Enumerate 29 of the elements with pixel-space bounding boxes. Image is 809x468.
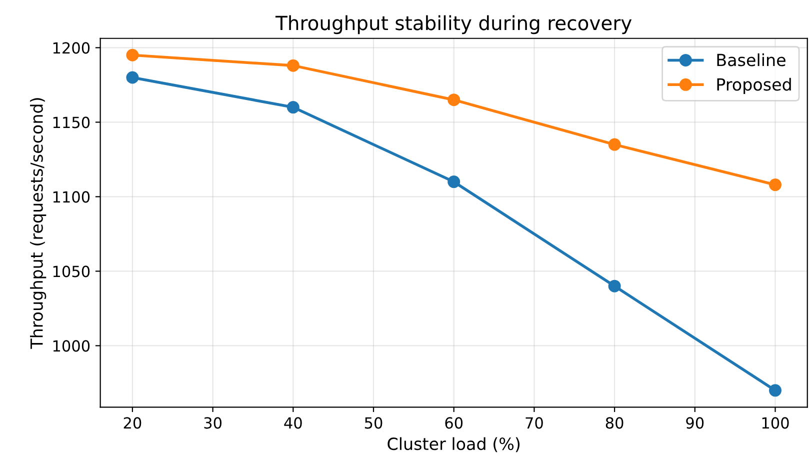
y-axis-title: Throughput (requests/second) [30, 98, 46, 349]
point [768, 178, 782, 192]
point [286, 101, 300, 114]
chart-title: Throughput stability during recovery [275, 15, 632, 34]
y-tick-label: 1000 [53, 340, 90, 352]
point [286, 59, 300, 72]
y-tick-label: 1050 [53, 266, 90, 278]
x-axis-title: Cluster load (%) [388, 437, 520, 452]
legend-label: Baseline [717, 53, 786, 66]
point [768, 384, 782, 397]
x-tick-label: 60 [445, 417, 463, 429]
x-tick-label: 70 [526, 417, 543, 429]
x-tick-label: 100 [762, 417, 789, 429]
y-tick-label: 1200 [53, 42, 90, 54]
y-tick-label: 1150 [53, 116, 90, 128]
x-tick-label: 30 [204, 417, 222, 429]
x-tick-label: 40 [284, 417, 302, 429]
point [448, 176, 460, 188]
point [126, 71, 139, 84]
y-tick-label: 1100 [53, 191, 90, 203]
point [608, 280, 621, 292]
point [608, 138, 621, 151]
point [126, 48, 139, 62]
x-tick-label: 90 [686, 417, 704, 429]
legend-label: Proposed [717, 78, 791, 94]
x-tick-label: 50 [364, 417, 382, 429]
x-tick-label: 80 [606, 417, 624, 429]
point [448, 94, 460, 106]
x-tick-label: 20 [124, 417, 142, 429]
